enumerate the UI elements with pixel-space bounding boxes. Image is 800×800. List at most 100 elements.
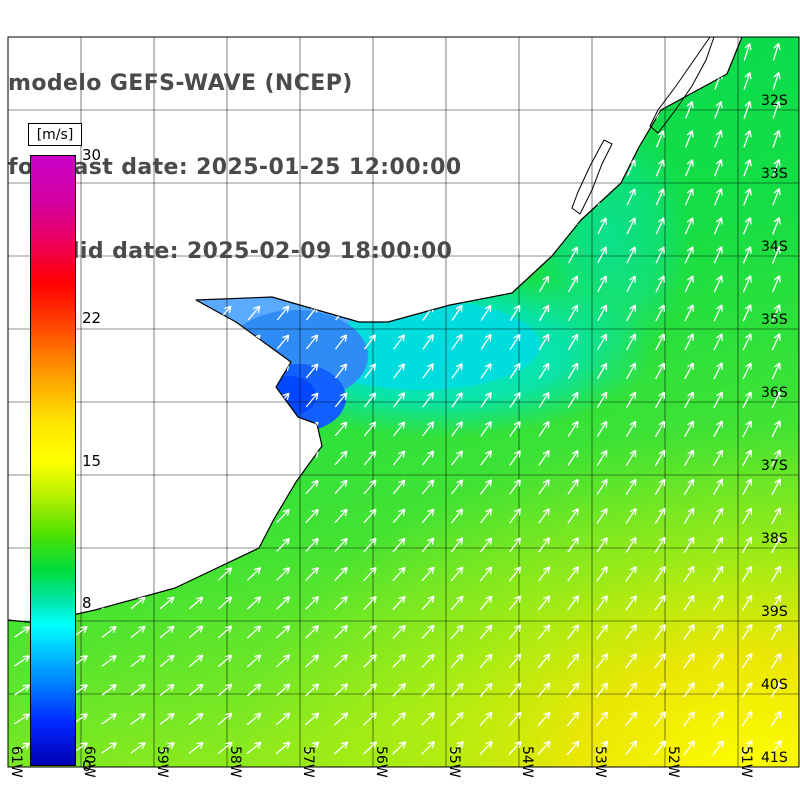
wind-arrow bbox=[537, 653, 551, 669]
wind-arrow bbox=[101, 567, 117, 581]
wind-arrow bbox=[625, 391, 637, 409]
wind-arrow bbox=[450, 653, 464, 669]
wind-arrow bbox=[334, 537, 348, 553]
wind-arrow bbox=[714, 159, 723, 177]
wind-arrow bbox=[626, 333, 636, 351]
wind-arrow bbox=[595, 653, 609, 669]
wind-arrow bbox=[102, 335, 116, 349]
lon-label: 57W bbox=[300, 746, 316, 778]
wind-arrow bbox=[479, 566, 493, 582]
wind-arrow bbox=[217, 741, 233, 755]
valid-date-line: valid date: 2025-02-09 18:00:00 bbox=[42, 239, 453, 264]
wind-arrow bbox=[713, 420, 723, 438]
wind-arrow bbox=[684, 159, 694, 177]
wind-arrow bbox=[14, 509, 30, 523]
wind-arrow bbox=[509, 450, 521, 466]
wind-arrow bbox=[422, 421, 435, 437]
wind-arrow bbox=[567, 537, 579, 553]
wind-arrow bbox=[654, 565, 666, 582]
wind-arrow bbox=[567, 449, 579, 466]
wind-arrow bbox=[421, 711, 435, 726]
wind-arrow bbox=[625, 507, 637, 524]
wind-arrow bbox=[596, 624, 609, 640]
wind-arrow bbox=[450, 566, 464, 582]
wind-arrow bbox=[743, 101, 752, 119]
wind-arrow bbox=[189, 334, 203, 350]
wind-arrow bbox=[362, 741, 378, 755]
wind-arrow bbox=[742, 333, 752, 351]
wind-arrow bbox=[480, 479, 493, 495]
wind-arrow bbox=[451, 304, 463, 321]
wind-arrow bbox=[217, 654, 233, 668]
colorbar-tick-22: 22 bbox=[82, 308, 102, 327]
wind-arrow bbox=[247, 363, 261, 379]
wind-arrow bbox=[421, 479, 435, 495]
wind-arrow bbox=[14, 684, 31, 696]
wind-arrow bbox=[305, 334, 319, 350]
wind-arrow bbox=[218, 480, 232, 494]
wind-arrow bbox=[392, 537, 406, 553]
wind-arrow bbox=[247, 421, 261, 437]
wind-arrow bbox=[421, 508, 435, 524]
wind-arrow bbox=[596, 391, 608, 409]
wind-arrow bbox=[771, 391, 781, 409]
lat-label: 34S bbox=[761, 239, 788, 255]
wind-arrow bbox=[14, 597, 30, 609]
wind-arrow bbox=[392, 450, 406, 466]
wind-arrow bbox=[741, 681, 753, 698]
wind-arrow bbox=[770, 681, 782, 698]
wind-arrow bbox=[742, 362, 752, 380]
wind-arrow bbox=[451, 421, 463, 437]
wind-arrow bbox=[130, 654, 146, 668]
wind-arrow bbox=[713, 217, 723, 235]
wind-arrow bbox=[625, 624, 637, 640]
lon-label: 52W bbox=[665, 746, 681, 778]
wind-arrow bbox=[625, 478, 637, 495]
wind-arrow bbox=[655, 333, 665, 351]
wind-arrow bbox=[741, 623, 753, 640]
wind-arrow bbox=[566, 653, 580, 669]
wind-arrow bbox=[101, 742, 117, 754]
wind-arrow bbox=[683, 653, 695, 669]
wind-arrow bbox=[568, 159, 578, 177]
wind-arrow bbox=[510, 43, 520, 61]
lon-label: 60W bbox=[81, 746, 97, 778]
wind-arrow bbox=[421, 450, 435, 466]
wind-arrow bbox=[246, 712, 262, 726]
wind-arrow bbox=[712, 507, 724, 525]
wind-arrow bbox=[189, 363, 203, 379]
wind-arrow bbox=[741, 565, 753, 583]
wind-arrow bbox=[451, 392, 463, 408]
lon-label: 54W bbox=[519, 746, 535, 778]
wind-arrow bbox=[509, 217, 521, 235]
wind-arrow bbox=[188, 741, 204, 754]
wind-arrow bbox=[305, 566, 319, 581]
wind-arrow bbox=[653, 740, 667, 756]
wind-arrow bbox=[393, 392, 406, 408]
wind-arrow bbox=[130, 713, 146, 725]
wind-arrow bbox=[421, 741, 436, 755]
wind-arrow bbox=[421, 595, 435, 611]
wind-arrow bbox=[189, 421, 203, 436]
wind-arrow bbox=[683, 711, 695, 727]
wind-arrow bbox=[218, 421, 232, 436]
wind-arrow bbox=[683, 449, 695, 467]
wind-arrow bbox=[334, 392, 348, 408]
wind-arrow bbox=[713, 275, 723, 293]
wind-arrow bbox=[101, 451, 117, 465]
wind-arrow bbox=[422, 392, 435, 408]
wind-arrow bbox=[159, 509, 175, 523]
wind-arrow bbox=[480, 304, 492, 321]
wind-arrow bbox=[188, 654, 204, 668]
wind-arrow bbox=[742, 391, 752, 409]
wind-arrow bbox=[685, 130, 694, 148]
wind-arrow bbox=[625, 682, 638, 698]
wind-arrow bbox=[566, 740, 580, 756]
wind-arrow bbox=[509, 304, 521, 321]
wind-arrow bbox=[597, 43, 607, 61]
wind-arrow bbox=[246, 654, 262, 668]
lon-label: 53W bbox=[592, 746, 608, 778]
wind-arrow bbox=[363, 392, 377, 408]
wind-arrow bbox=[714, 43, 723, 61]
wind-arrow bbox=[772, 246, 781, 264]
